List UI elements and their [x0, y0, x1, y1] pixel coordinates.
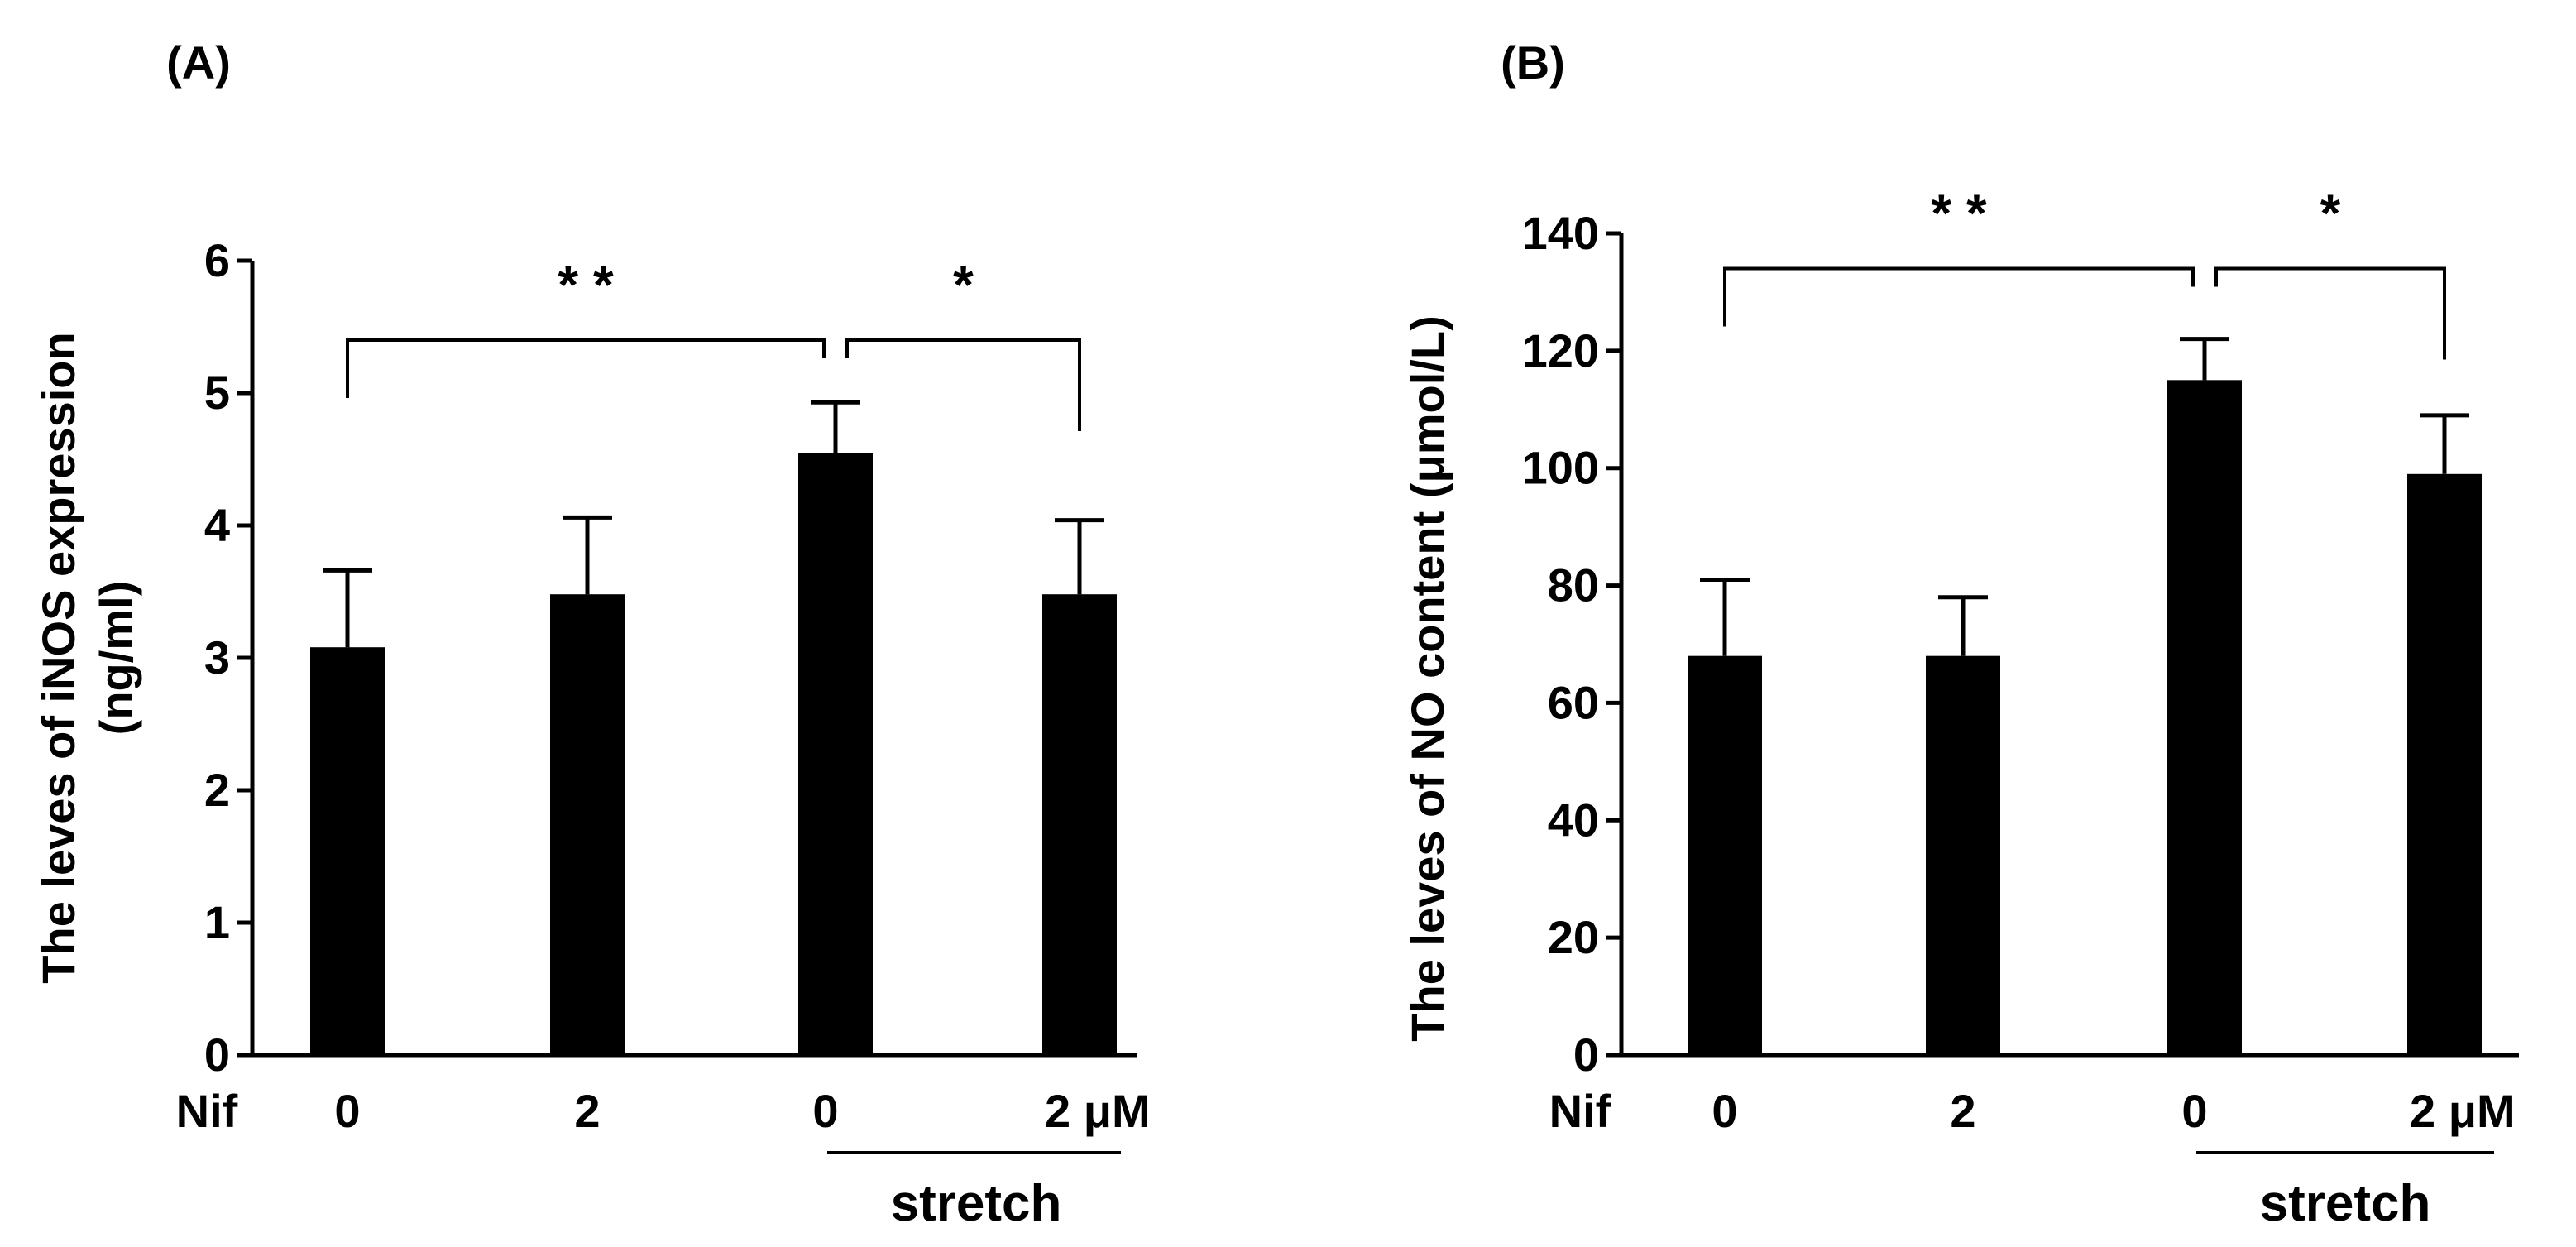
x-tick-label: 0 — [334, 1085, 360, 1137]
y-tick-label: 5 — [204, 367, 230, 419]
y-tick-label: 6 — [204, 234, 230, 286]
significance-label: * * — [558, 255, 614, 314]
x-prefix-label: Nif — [1549, 1085, 1611, 1137]
bar — [1688, 655, 1762, 1055]
significance-bracket — [845, 338, 1081, 431]
y-tick-label: 100 — [1522, 442, 1599, 494]
y-axis-label: The leves of NO content (μmol/L) — [1401, 315, 1453, 1041]
panel-a: (A) 0 1 2 3 4 5 6 The leves of iNOS expression (n… — [32, 36, 1151, 1232]
y-tick-label: 80 — [1548, 559, 1599, 612]
x-tick-label: 2 μM — [1045, 1085, 1151, 1137]
y-axis-label: The leves of iNOS expression — [32, 332, 84, 983]
significance-label: * — [953, 255, 974, 314]
significance-bracket — [2214, 266, 2446, 360]
bar — [1926, 655, 2000, 1055]
y-axis-unit-label: (ng/ml) — [90, 581, 142, 736]
group-label: stretch — [891, 1175, 1062, 1232]
y-tick-label: 40 — [1548, 794, 1599, 846]
y-tick-label: 120 — [1522, 324, 1599, 376]
bar — [550, 594, 625, 1055]
x-tick-label: 2 — [1950, 1085, 1975, 1137]
x-prefix-label: Nif — [176, 1085, 238, 1137]
y-tick-label: 60 — [1548, 676, 1599, 728]
bar — [2407, 473, 2482, 1055]
y-tick-label: 4 — [204, 499, 230, 551]
bar — [310, 647, 385, 1055]
y-tick-label: 140 — [1522, 207, 1599, 259]
y-tick-label: 0 — [1573, 1029, 1599, 1081]
x-tick-label: 2 μM — [2410, 1085, 2516, 1137]
group-label: stretch — [2260, 1175, 2431, 1232]
significance-bracket — [1723, 266, 2195, 327]
significance-label: * — [2320, 184, 2341, 243]
y-tick-label: 3 — [204, 631, 230, 683]
bar — [2167, 380, 2242, 1056]
bar — [798, 453, 873, 1055]
y-tick-label: 1 — [204, 896, 230, 948]
x-tick-label: 0 — [1712, 1085, 1737, 1137]
bar — [1042, 594, 1117, 1055]
panel-label: (B) — [1501, 36, 1565, 89]
x-tick-label: 2 — [574, 1085, 600, 1137]
significance-label: * * — [1931, 184, 1987, 243]
y-tick-label: 2 — [204, 764, 230, 816]
significance-bracket — [346, 338, 826, 398]
x-tick-label: 0 — [812, 1085, 838, 1137]
panel-label: (A) — [166, 36, 231, 89]
y-tick-label: 0 — [204, 1029, 230, 1081]
y-tick-label: 20 — [1548, 911, 1599, 963]
x-tick-label: 0 — [2181, 1085, 2207, 1137]
